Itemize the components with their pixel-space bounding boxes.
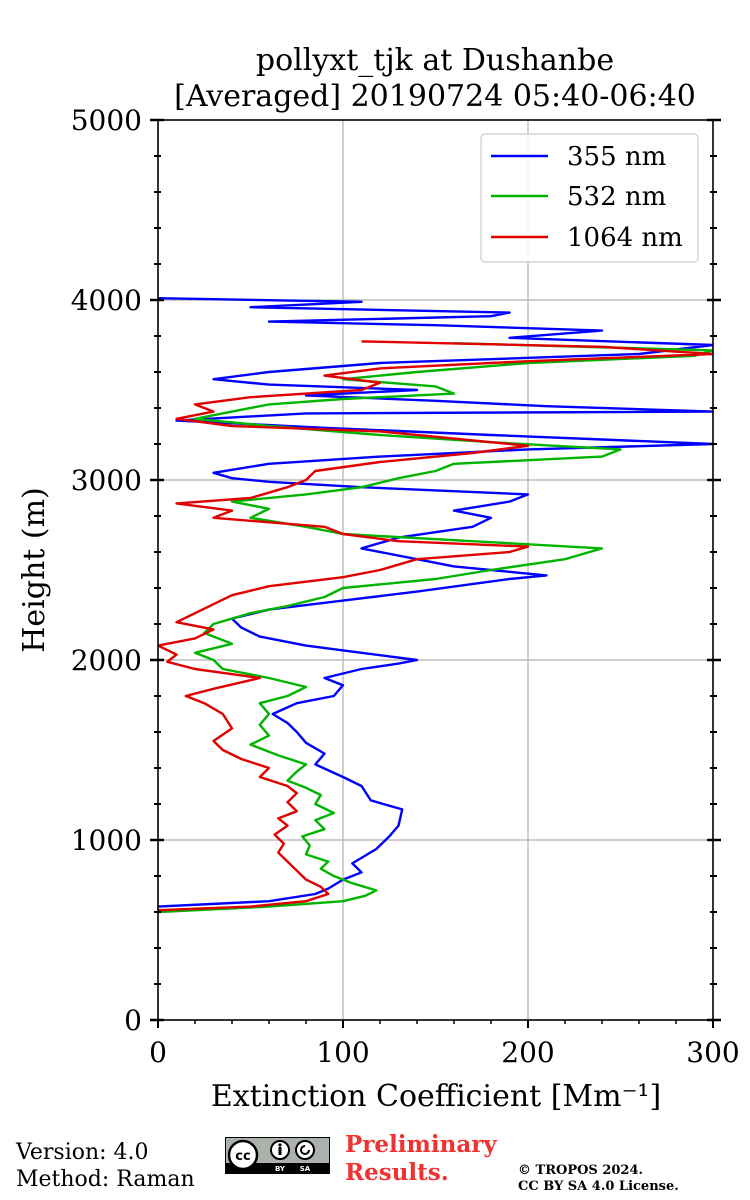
preliminary-results-note: Preliminary Results. [345, 1131, 497, 1187]
y-tick-label: 0 [124, 1004, 142, 1037]
copyright-line-2: CC BY SA 4.0 License. [518, 1179, 679, 1194]
y-axis-label: Height (m) [17, 487, 52, 652]
legend: 355 nm 532 nm 1064 nm [480, 133, 699, 263]
x-tick-label: 200 [501, 1036, 554, 1069]
legend-label-532: 532 nm [567, 182, 666, 212]
series-layer [158, 297, 713, 914]
x-axis-label: Extinction Coefficient [Mm⁻¹] [211, 1079, 661, 1114]
chart-subtitle: [Averaged] 20190724 05:40-06:40 [174, 79, 696, 114]
series-line-1064-nm [158, 340, 713, 912]
legend-label-1064: 1064 nm [567, 223, 683, 253]
x-tick-label: 0 [149, 1036, 167, 1069]
y-tick-label: 2000 [71, 644, 142, 677]
copyright-note: © TROPOS 2024. CC BY SA 4.0 License. [518, 1163, 679, 1195]
cc-by-sa-badge: cc BY SA [225, 1137, 330, 1174]
x-tick-label: 300 [686, 1036, 739, 1069]
svg-text:BY: BY [275, 1165, 286, 1173]
method-text: Method: Raman [16, 1167, 195, 1192]
y-tick-label: 5000 [71, 104, 142, 137]
copyright-line-1: © TROPOS 2024. [518, 1163, 644, 1178]
legend-box [480, 133, 699, 263]
preliminary-line-2: Results. [345, 1159, 449, 1186]
x-tick-label: 100 [316, 1036, 369, 1069]
legend-label-355: 355 nm [567, 142, 666, 172]
plot-frame [157, 119, 714, 1021]
y-tick-label: 3000 [71, 464, 142, 497]
preliminary-line-1: Preliminary [345, 1131, 497, 1158]
svg-text:cc: cc [235, 1149, 250, 1164]
version-text: Version: 4.0 [16, 1140, 149, 1165]
y-tick-label: 1000 [71, 824, 142, 857]
chart-title: pollyxt_tjk at Dushanbe [256, 43, 614, 78]
series-line-355-nm [158, 297, 713, 908]
y-tick-label: 4000 [71, 284, 142, 317]
svg-text:SA: SA [300, 1165, 311, 1173]
series-line-532-nm [158, 342, 713, 914]
